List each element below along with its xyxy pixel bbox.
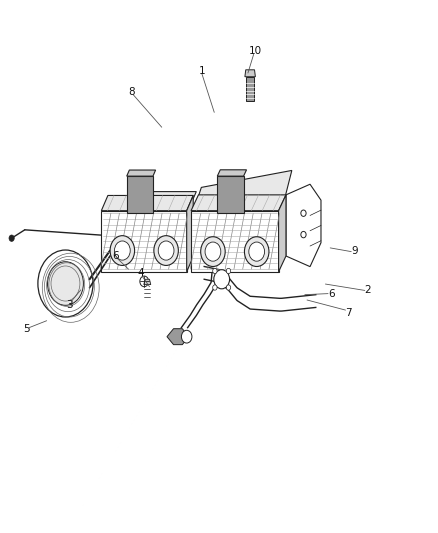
Polygon shape bbox=[186, 196, 193, 272]
Text: 2: 2 bbox=[363, 286, 370, 295]
Polygon shape bbox=[166, 329, 188, 345]
Polygon shape bbox=[127, 176, 152, 213]
Circle shape bbox=[114, 241, 130, 260]
Text: 3: 3 bbox=[67, 300, 73, 310]
Text: 8: 8 bbox=[127, 87, 134, 97]
Circle shape bbox=[300, 210, 305, 216]
Circle shape bbox=[244, 237, 268, 266]
Polygon shape bbox=[191, 195, 285, 211]
Circle shape bbox=[140, 276, 148, 287]
Polygon shape bbox=[144, 279, 150, 285]
Polygon shape bbox=[246, 77, 254, 101]
Circle shape bbox=[226, 268, 230, 273]
Circle shape bbox=[181, 330, 191, 343]
Text: 9: 9 bbox=[350, 246, 357, 255]
Text: 5: 5 bbox=[23, 324, 29, 334]
Polygon shape bbox=[130, 191, 196, 204]
Circle shape bbox=[9, 235, 14, 241]
Text: 7: 7 bbox=[345, 308, 351, 318]
Circle shape bbox=[212, 268, 216, 273]
Polygon shape bbox=[127, 170, 155, 176]
Text: 4: 4 bbox=[137, 269, 144, 278]
Circle shape bbox=[300, 231, 305, 238]
Polygon shape bbox=[101, 211, 186, 272]
Circle shape bbox=[153, 236, 178, 265]
Circle shape bbox=[47, 262, 83, 305]
Text: 6: 6 bbox=[112, 251, 119, 261]
Circle shape bbox=[205, 242, 220, 261]
Circle shape bbox=[212, 285, 216, 290]
Polygon shape bbox=[217, 170, 246, 176]
Polygon shape bbox=[278, 195, 285, 272]
Circle shape bbox=[110, 236, 134, 265]
Polygon shape bbox=[191, 211, 278, 272]
Polygon shape bbox=[195, 171, 291, 205]
Circle shape bbox=[38, 250, 93, 317]
Circle shape bbox=[200, 237, 225, 266]
Circle shape bbox=[213, 270, 229, 289]
Circle shape bbox=[248, 242, 264, 261]
Polygon shape bbox=[244, 70, 255, 77]
Polygon shape bbox=[101, 196, 193, 211]
Text: 1: 1 bbox=[198, 66, 205, 76]
Polygon shape bbox=[285, 184, 320, 266]
Circle shape bbox=[158, 241, 173, 260]
Circle shape bbox=[226, 285, 230, 290]
Text: 10: 10 bbox=[249, 46, 262, 55]
Text: 6: 6 bbox=[327, 289, 334, 299]
Polygon shape bbox=[217, 176, 243, 213]
